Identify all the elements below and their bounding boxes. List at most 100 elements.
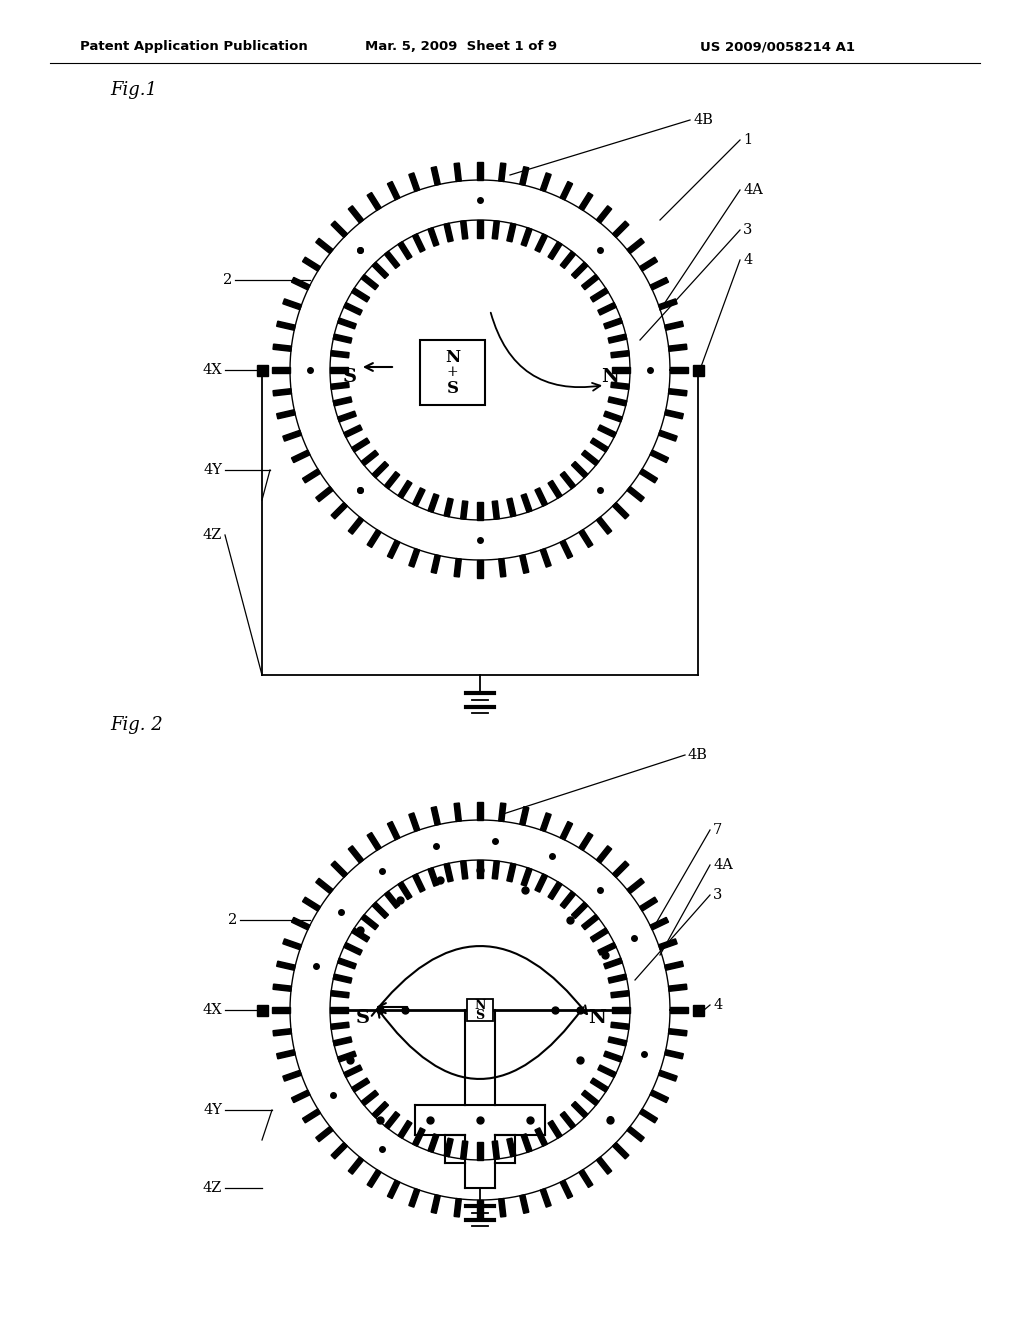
Polygon shape <box>612 861 629 878</box>
Text: 4Z: 4Z <box>203 528 222 543</box>
Text: 2: 2 <box>227 913 237 927</box>
Polygon shape <box>669 388 687 396</box>
Polygon shape <box>283 1071 301 1081</box>
Polygon shape <box>344 425 362 437</box>
Polygon shape <box>669 345 687 351</box>
Polygon shape <box>591 438 608 451</box>
Polygon shape <box>640 257 657 271</box>
Text: 4A: 4A <box>743 183 763 197</box>
Polygon shape <box>560 471 575 488</box>
Polygon shape <box>387 540 400 558</box>
Polygon shape <box>333 334 352 343</box>
Polygon shape <box>431 554 440 573</box>
Polygon shape <box>591 1078 608 1092</box>
Polygon shape <box>344 942 362 956</box>
Polygon shape <box>454 1199 462 1217</box>
Text: 4Y: 4Y <box>203 1104 222 1117</box>
Polygon shape <box>333 1036 352 1045</box>
Polygon shape <box>409 1188 420 1208</box>
Polygon shape <box>368 193 381 210</box>
Polygon shape <box>627 1126 644 1142</box>
Polygon shape <box>640 1109 657 1123</box>
Polygon shape <box>302 898 321 911</box>
Polygon shape <box>608 974 627 983</box>
Text: 4B: 4B <box>688 748 708 762</box>
Polygon shape <box>627 878 644 894</box>
Polygon shape <box>273 345 292 351</box>
Polygon shape <box>521 494 532 512</box>
Polygon shape <box>507 863 516 882</box>
Text: 4X: 4X <box>203 363 222 378</box>
Polygon shape <box>444 863 454 882</box>
Polygon shape <box>461 500 468 519</box>
Polygon shape <box>283 298 301 310</box>
Polygon shape <box>591 288 608 302</box>
Polygon shape <box>670 1007 688 1012</box>
Bar <box>257 366 268 376</box>
Polygon shape <box>454 803 462 821</box>
Polygon shape <box>627 239 644 253</box>
Polygon shape <box>591 928 608 942</box>
Polygon shape <box>361 1090 379 1106</box>
Text: 4A: 4A <box>713 858 733 873</box>
Polygon shape <box>292 450 310 462</box>
Polygon shape <box>560 1111 575 1129</box>
Polygon shape <box>627 487 644 502</box>
Polygon shape <box>560 891 575 908</box>
Text: 7: 7 <box>713 822 722 837</box>
Bar <box>257 1005 268 1016</box>
Polygon shape <box>461 220 468 239</box>
Text: +: + <box>446 366 459 380</box>
Polygon shape <box>650 450 669 462</box>
Polygon shape <box>670 367 688 372</box>
Polygon shape <box>431 166 440 185</box>
Polygon shape <box>348 206 364 223</box>
Polygon shape <box>387 1180 400 1199</box>
Polygon shape <box>604 411 623 422</box>
Polygon shape <box>582 275 599 290</box>
Polygon shape <box>330 1007 348 1012</box>
Polygon shape <box>499 1199 506 1217</box>
Polygon shape <box>409 173 420 191</box>
Polygon shape <box>428 227 439 247</box>
Polygon shape <box>548 480 562 499</box>
Polygon shape <box>477 162 482 180</box>
Polygon shape <box>499 558 506 577</box>
Polygon shape <box>413 234 425 252</box>
Polygon shape <box>348 517 364 535</box>
Polygon shape <box>272 367 290 372</box>
Polygon shape <box>387 821 400 840</box>
Polygon shape <box>477 560 482 578</box>
Text: 3: 3 <box>743 223 753 238</box>
Polygon shape <box>596 846 611 863</box>
Polygon shape <box>477 803 482 820</box>
Polygon shape <box>331 503 347 519</box>
Polygon shape <box>338 958 356 969</box>
Polygon shape <box>604 318 623 329</box>
Polygon shape <box>330 367 348 372</box>
Text: 4Z: 4Z <box>203 1181 222 1195</box>
Polygon shape <box>560 251 575 268</box>
Polygon shape <box>598 1065 616 1077</box>
Polygon shape <box>413 488 425 507</box>
Polygon shape <box>535 874 548 892</box>
Polygon shape <box>273 1028 292 1036</box>
Polygon shape <box>612 503 629 519</box>
Polygon shape <box>331 383 349 389</box>
Text: N: N <box>601 368 618 385</box>
Polygon shape <box>372 462 388 478</box>
Polygon shape <box>493 861 500 879</box>
Polygon shape <box>612 220 629 238</box>
Polygon shape <box>338 411 356 422</box>
Text: N: N <box>445 348 460 366</box>
Polygon shape <box>302 257 321 271</box>
Polygon shape <box>372 902 388 919</box>
Polygon shape <box>292 1090 310 1102</box>
Polygon shape <box>541 813 551 832</box>
Polygon shape <box>520 807 528 825</box>
Text: N: N <box>474 999 485 1011</box>
Polygon shape <box>344 1065 362 1077</box>
Polygon shape <box>292 277 310 290</box>
Polygon shape <box>582 915 599 929</box>
Polygon shape <box>560 1180 572 1199</box>
